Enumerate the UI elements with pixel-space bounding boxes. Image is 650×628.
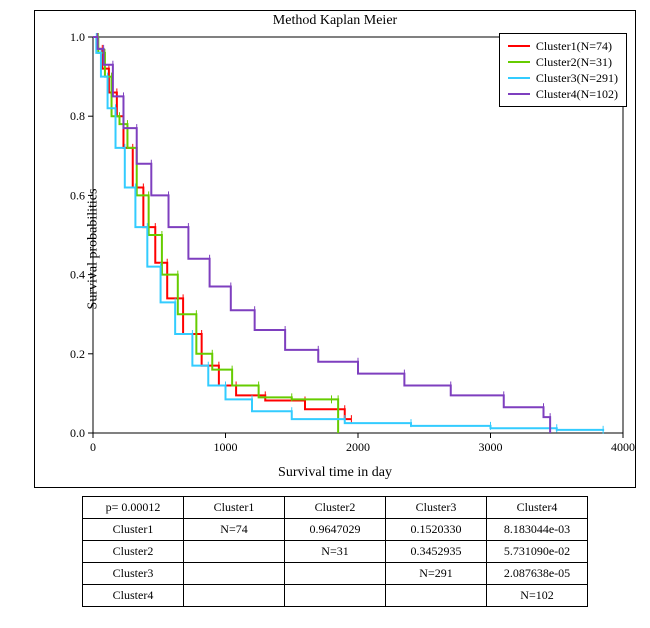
svg-text:0.0: 0.0: [70, 426, 85, 440]
table-cell: Cluster4: [83, 585, 184, 607]
legend: Cluster1(N=74)Cluster2(N=31)Cluster3(N=2…: [499, 33, 627, 107]
table-cell: N=74: [184, 519, 285, 541]
svg-text:2000: 2000: [346, 440, 370, 454]
table-header-cell: p= 0.00012: [83, 497, 184, 519]
table-cell: 0.3452935: [386, 541, 487, 563]
legend-label: Cluster1(N=74): [536, 38, 612, 54]
table-cell: 5.731090e-02: [487, 541, 588, 563]
table-cell: Cluster2: [83, 541, 184, 563]
table-row: Cluster2 N=310.34529355.731090e-02: [83, 541, 588, 563]
table-cell: Cluster1: [83, 519, 184, 541]
svg-text:0.2: 0.2: [70, 347, 85, 361]
legend-label: Cluster3(N=291): [536, 70, 618, 86]
table-cell: [184, 563, 285, 585]
svg-text:0.4: 0.4: [70, 268, 85, 282]
km-chart-panel: Method Kaplan Meier Survival probabiliti…: [34, 10, 636, 488]
table-header-cell: Cluster3: [386, 497, 487, 519]
legend-item: Cluster4(N=102): [508, 86, 618, 102]
x-axis-label: Survival time in day: [35, 461, 635, 487]
svg-text:0.6: 0.6: [70, 188, 85, 202]
legend-item: Cluster1(N=74): [508, 38, 618, 54]
table-cell: Cluster3: [83, 563, 184, 585]
chart-title: Method Kaplan Meier: [35, 11, 635, 31]
table-header-cell: Cluster4: [487, 497, 588, 519]
legend-swatch: [508, 77, 530, 79]
legend-swatch: [508, 93, 530, 95]
legend-swatch: [508, 61, 530, 63]
legend-item: Cluster3(N=291): [508, 70, 618, 86]
table-cell: [184, 585, 285, 607]
table-row: Cluster4 N=102: [83, 585, 588, 607]
table-cell: N=31: [285, 541, 386, 563]
table-cell: N=102: [487, 585, 588, 607]
svg-text:4000: 4000: [611, 440, 635, 454]
legend-swatch: [508, 45, 530, 47]
table-header-cell: Cluster1: [184, 497, 285, 519]
y-axis-label: Survival probabilities: [85, 189, 101, 310]
legend-label: Cluster4(N=102): [536, 86, 618, 102]
table-cell: [184, 541, 285, 563]
table-header-cell: Cluster2: [285, 497, 386, 519]
table-cell: [285, 563, 386, 585]
svg-text:1.0: 1.0: [70, 31, 85, 44]
table-cell: N=291: [386, 563, 487, 585]
table-cell: 0.1520330: [386, 519, 487, 541]
table-cell: 0.9647029: [285, 519, 386, 541]
table-row: Cluster1N=740.96470290.15203308.183044e-…: [83, 519, 588, 541]
table-cell: 2.087638e-05: [487, 563, 588, 585]
table-cell: 8.183044e-03: [487, 519, 588, 541]
legend-item: Cluster2(N=31): [508, 54, 618, 70]
svg-text:3000: 3000: [479, 440, 503, 454]
legend-label: Cluster2(N=31): [536, 54, 612, 70]
svg-text:1000: 1000: [214, 440, 238, 454]
svg-text:0: 0: [90, 440, 96, 454]
table-row: Cluster3 N=2912.087638e-05: [83, 563, 588, 585]
table-cell: [386, 585, 487, 607]
table-cell: [285, 585, 386, 607]
pvalue-table: p= 0.00012Cluster1Cluster2Cluster3Cluste…: [82, 496, 588, 607]
svg-text:0.8: 0.8: [70, 109, 85, 123]
